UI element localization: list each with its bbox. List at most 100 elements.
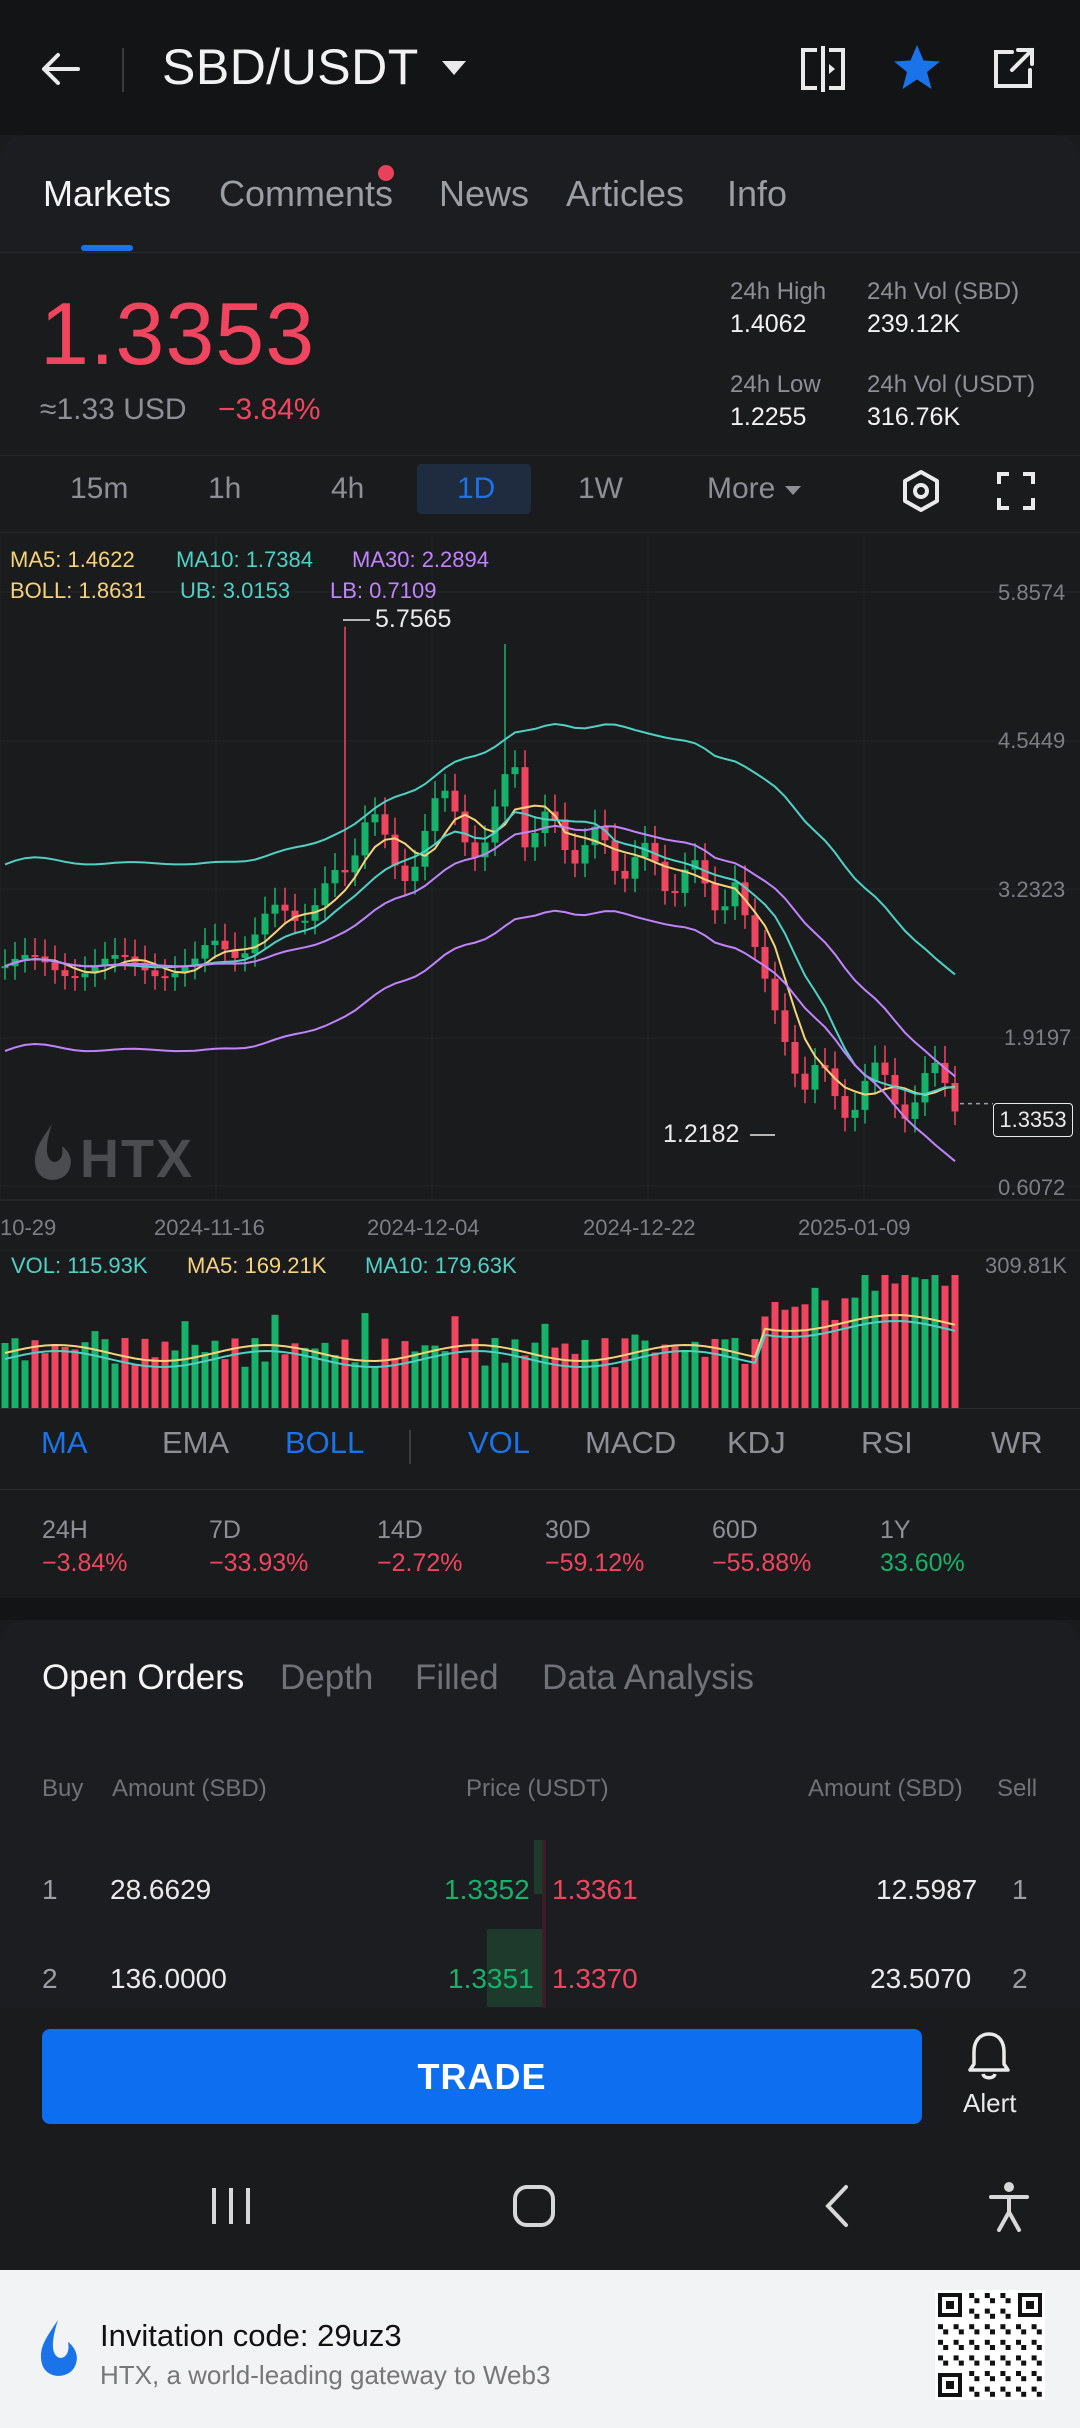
volume-bar [411,1351,419,1408]
ob-row-2-ask[interactable]: 1.3370 [552,1963,638,1994]
invitation-banner[interactable] [0,2270,1080,2428]
candle-body [151,970,159,977]
tab-comments[interactable]: Comments [219,173,394,214]
tab-articles[interactable]: Articles [566,173,685,214]
indicator-rsi[interactable]: RSI [861,1425,913,1460]
volume-bar [31,1340,39,1408]
tab-filled[interactable]: Filled [415,1658,499,1697]
volume-bar [621,1338,629,1408]
ma5-legend: MA5: 1.4622 [10,547,135,572]
vol-sbd-label: 24h Vol (SBD) [867,278,1020,305]
volume-bar [481,1365,489,1408]
pair-title[interactable]: SBD/USDT [162,39,419,95]
interval-1d[interactable]: 1D [457,472,496,505]
bell-icon[interactable] [966,2030,1012,2082]
perf-label-7d: 7D [209,1516,241,1544]
high-marker-label: 5.7565 [375,605,452,633]
qr-module [943,2329,949,2335]
vol-usdt-value: 316.76K [867,403,961,431]
candle-body [691,860,699,870]
price-usd: ≈1.33 USD [40,393,187,426]
interval-bar [0,455,1080,533]
volume-bar [951,1275,959,1408]
back-arrow-icon[interactable] [38,46,84,92]
indicator-kdj[interactable]: KDJ [727,1425,786,1460]
favorite-star-icon[interactable] [891,42,943,94]
tab-info[interactable]: Info [727,173,788,214]
trade-button[interactable]: TRADE [42,2029,922,2124]
candle-body [171,973,179,978]
interval-1h[interactable]: 1h [208,472,242,505]
volume-bar [491,1338,499,1408]
qr-module [974,2329,980,2335]
volume-bar [911,1277,919,1408]
candle-body [571,850,579,864]
candle-body [471,842,479,858]
indicator-boll[interactable]: BOLL [285,1425,365,1460]
candle-body [281,904,289,911]
qr-finder [946,2381,954,2389]
tab-markets[interactable]: Markets [43,173,172,214]
qr-module [1016,2339,1021,2345]
y-tick-4: 0.6072 [998,1175,1066,1200]
indicator-macd[interactable]: MACD [585,1425,677,1460]
chart-settings-icon[interactable] [899,469,943,513]
ob-row-1-bid[interactable]: 1.3352 [444,1874,530,1905]
tab-open-orders[interactable]: Open Orders [42,1658,245,1697]
interval-4h[interactable]: 4h [331,472,365,505]
alert-label[interactable]: Alert [963,2088,1017,2118]
volume-bar [721,1339,729,1408]
candle-body [211,940,219,946]
candle-body [191,958,199,966]
candle-body [681,869,689,893]
ob-row-1-ask[interactable]: 1.3361 [552,1874,638,1905]
qr-module [1000,2339,1006,2345]
pair-dropdown-icon[interactable] [440,58,468,78]
candle-body [291,910,299,921]
ob-row-1-sell-amount[interactable]: 12.5987 [876,1874,978,1905]
ob-row-1-buy-amount[interactable]: 28.6629 [110,1874,212,1905]
volume-bar [451,1316,459,1408]
indicator-wr[interactable]: WR [991,1425,1043,1460]
qr-module [1036,2376,1042,2382]
tab-depth[interactable]: Depth [280,1658,374,1697]
split-view-icon[interactable] [797,44,849,94]
volume-bar [731,1338,739,1408]
interval-more[interactable]: More [707,472,776,505]
boll-lower-line [4,909,956,1162]
interval-1w[interactable]: 1W [578,472,623,505]
tab-news[interactable]: News [439,173,530,214]
interval-15m[interactable]: 15m [70,472,129,505]
candle-body [651,842,659,862]
fullscreen-icon[interactable] [996,471,1036,511]
nav-back-icon[interactable] [822,2183,852,2229]
indicator-ma[interactable]: MA [41,1425,88,1460]
volume-bar [341,1339,349,1408]
candle-body [321,883,329,906]
volume-bar [11,1338,19,1408]
recent-apps-icon[interactable] [208,2184,254,2228]
ob-row-2-sell-amount[interactable]: 23.5070 [870,1963,972,1994]
candle-body [371,814,379,823]
ob-row-2-buy-amount[interactable]: 136.0000 [110,1963,227,1994]
candle-body [421,830,429,867]
candlestick-chart[interactable] [0,535,1080,1420]
home-icon[interactable] [511,2183,557,2229]
candle-body [841,1096,849,1118]
candle-body [751,915,759,947]
ob-header-price: Price (USDT) [466,1775,609,1802]
candle-body [71,976,79,979]
indicator-vol[interactable]: VOL [468,1425,531,1460]
volume-bar [571,1353,579,1408]
indicator-ema[interactable]: EMA [162,1425,230,1460]
accessibility-icon[interactable] [987,2180,1031,2232]
price-change: −3.84% [218,393,321,426]
qr-module [1005,2313,1011,2319]
ob-row-2-bid[interactable]: 1.3351 [448,1963,534,1994]
share-icon[interactable] [990,44,1038,92]
candle-body [381,814,389,835]
ma30-legend: MA30: 2.2894 [352,547,489,572]
tab-data-analysis[interactable]: Data Analysis [542,1658,755,1697]
volume-bar [611,1367,619,1408]
candle-body [801,1073,809,1090]
